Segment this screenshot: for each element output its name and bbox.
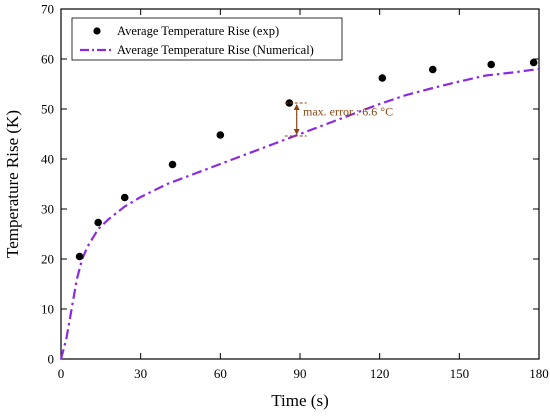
x-axis-title: Time (s) [271, 391, 328, 410]
y-tick-label: 0 [48, 352, 55, 367]
y-tick-label: 50 [41, 102, 54, 117]
exp-data-point [216, 131, 225, 139]
axis-ticks: 0 30 60 90 120 150 180 0 10 20 30 40 50 60 70 [41, 2, 549, 382]
error-arrowhead-up [293, 104, 300, 110]
legend-label-numerical: Average Temperature Rise (Numerical) [117, 43, 314, 57]
x-tick-label: 90 [294, 366, 307, 381]
exp-data-point [168, 160, 177, 169]
x-tick-label: 180 [529, 366, 549, 381]
legend-label-exp: Average Temperature Rise (exp) [117, 24, 279, 38]
exp-data-point [378, 74, 387, 82]
max-error-label: max. error : 6.6 °C [303, 105, 393, 119]
y-tick-label: 60 [41, 52, 54, 67]
legend-box [71, 17, 343, 61]
x-tick-label: 0 [58, 366, 65, 381]
y-tick-label: 10 [41, 302, 54, 317]
exp-data-point [94, 218, 102, 227]
x-tick-label: 60 [214, 366, 227, 381]
exp-data-point [529, 58, 538, 67]
data-series [59, 58, 540, 360]
x-tick-label: 30 [134, 366, 147, 381]
exp-data-point [75, 252, 84, 261]
error-arrowhead-down [293, 129, 300, 135]
x-tick-label: 120 [370, 366, 390, 381]
legend: Average Temperature Rise (exp) Average T… [71, 17, 343, 61]
annotations: max. error : 6.6 °C [284, 102, 393, 137]
exp-data-point [120, 193, 129, 202]
exp-data-point [487, 60, 496, 69]
exp-data-point [428, 65, 437, 74]
y-tick-label: 70 [41, 2, 54, 17]
y-tick-label: 40 [41, 152, 54, 167]
y-tick-label: 30 [41, 202, 54, 217]
y-axis-title: Temperature Rise (K) [3, 110, 22, 258]
plot-frame [60, 8, 540, 360]
y-tick-label: 20 [41, 252, 54, 267]
numerical-series-line [59, 67, 540, 360]
exp-data-point [285, 99, 294, 107]
x-tick-label: 150 [450, 366, 470, 381]
legend-marker-exp [93, 27, 101, 35]
